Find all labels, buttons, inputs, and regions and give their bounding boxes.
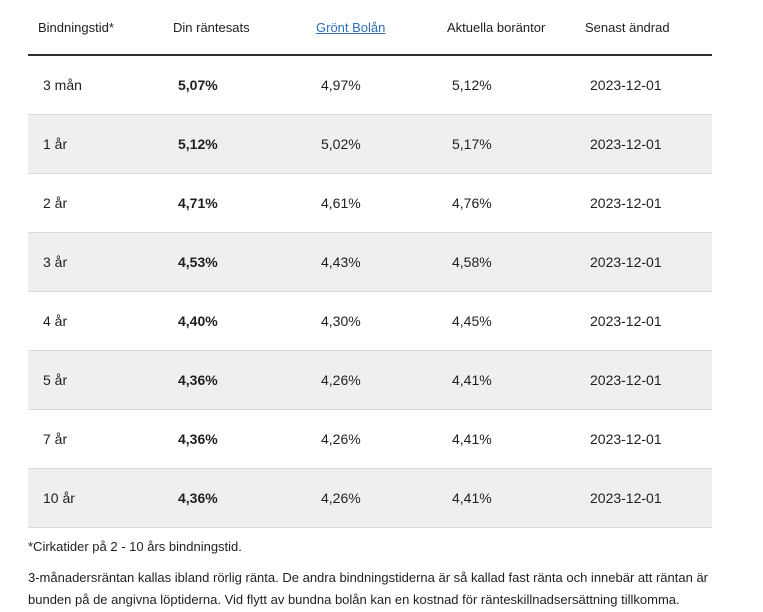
cell-green-loan: 4,30% bbox=[306, 291, 437, 351]
cell-last-changed: 2023-12-01 bbox=[575, 468, 712, 528]
column-header-your-rate: Din räntesats bbox=[163, 0, 306, 56]
footnotes: *Cirkatider på 2 - 10 års bindningstid. … bbox=[28, 538, 712, 611]
cell-last-changed: 2023-12-01 bbox=[575, 173, 712, 233]
column-header-current-rates: Aktuella boräntor bbox=[437, 0, 575, 56]
cell-your-rate: 4,36% bbox=[163, 409, 306, 469]
cell-current-rates: 4,45% bbox=[437, 291, 575, 351]
cell-green-loan: 4,26% bbox=[306, 409, 437, 469]
cell-term: 4 år bbox=[28, 291, 163, 351]
cell-last-changed: 2023-12-01 bbox=[575, 114, 712, 174]
table-row: 7 år 4,36% 4,26% 4,41% 2023-12-01 bbox=[28, 409, 712, 469]
cell-green-loan: 4,43% bbox=[306, 232, 437, 292]
mortgage-rates-table: Bindningstid* Din räntesats Grönt Bolån … bbox=[28, 0, 712, 528]
cell-term: 7 år bbox=[28, 409, 163, 469]
table-row: 10 år 4,36% 4,26% 4,41% 2023-12-01 bbox=[28, 468, 712, 528]
green-loan-link[interactable]: Grönt Bolån bbox=[316, 19, 386, 35]
cell-term: 2 år bbox=[28, 173, 163, 233]
table-body: 3 mån 5,07% 4,97% 5,12% 2023-12-01 1 år … bbox=[28, 55, 712, 528]
cell-current-rates: 5,12% bbox=[437, 55, 575, 115]
cell-last-changed: 2023-12-01 bbox=[575, 291, 712, 351]
column-header-green-loan: Grönt Bolån bbox=[306, 0, 437, 56]
cell-your-rate: 5,07% bbox=[163, 55, 306, 115]
footnote-circa-times: *Cirkatider på 2 - 10 års bindningstid. bbox=[28, 539, 242, 554]
table-row: 5 år 4,36% 4,26% 4,41% 2023-12-01 bbox=[28, 350, 712, 410]
cell-current-rates: 4,41% bbox=[437, 409, 575, 469]
cell-last-changed: 2023-12-01 bbox=[575, 55, 712, 115]
table-row: 3 år 4,53% 4,43% 4,58% 2023-12-01 bbox=[28, 232, 712, 292]
cell-current-rates: 5,17% bbox=[437, 114, 575, 174]
cell-term: 5 år bbox=[28, 350, 163, 410]
cell-term: 10 år bbox=[28, 468, 163, 528]
cell-green-loan: 4,26% bbox=[306, 350, 437, 410]
cell-your-rate: 4,36% bbox=[163, 350, 306, 410]
table-row: 2 år 4,71% 4,61% 4,76% 2023-12-01 bbox=[28, 173, 712, 233]
cell-current-rates: 4,58% bbox=[437, 232, 575, 292]
cell-current-rates: 4,76% bbox=[437, 173, 575, 233]
cell-current-rates: 4,41% bbox=[437, 468, 575, 528]
table-header: Bindningstid* Din räntesats Grönt Bolån … bbox=[28, 0, 712, 56]
cell-your-rate: 5,12% bbox=[163, 114, 306, 174]
header-row: Bindningstid* Din räntesats Grönt Bolån … bbox=[28, 0, 712, 56]
table-row: 1 år 5,12% 5,02% 5,17% 2023-12-01 bbox=[28, 114, 712, 174]
cell-your-rate: 4,53% bbox=[163, 232, 306, 292]
cell-last-changed: 2023-12-01 bbox=[575, 350, 712, 410]
cell-last-changed: 2023-12-01 bbox=[575, 409, 712, 469]
cell-term: 3 år bbox=[28, 232, 163, 292]
cell-term: 3 mån bbox=[28, 55, 163, 115]
column-header-last-changed: Senast ändrad bbox=[575, 0, 712, 56]
cell-your-rate: 4,36% bbox=[163, 468, 306, 528]
table-row: 4 år 4,40% 4,30% 4,45% 2023-12-01 bbox=[28, 291, 712, 351]
cell-your-rate: 4,71% bbox=[163, 173, 306, 233]
footnote-rate-info: 3-månadersräntan kallas ibland rörlig rä… bbox=[28, 570, 709, 607]
cell-green-loan: 4,26% bbox=[306, 468, 437, 528]
cell-your-rate: 4,40% bbox=[163, 291, 306, 351]
cell-green-loan: 4,61% bbox=[306, 173, 437, 233]
cell-current-rates: 4,41% bbox=[437, 350, 575, 410]
column-header-term: Bindningstid* bbox=[28, 0, 163, 56]
table-row: 3 mån 5,07% 4,97% 5,12% 2023-12-01 bbox=[28, 55, 712, 115]
cell-green-loan: 5,02% bbox=[306, 114, 437, 174]
cell-term: 1 år bbox=[28, 114, 163, 174]
cell-green-loan: 4,97% bbox=[306, 55, 437, 115]
cell-last-changed: 2023-12-01 bbox=[575, 232, 712, 292]
